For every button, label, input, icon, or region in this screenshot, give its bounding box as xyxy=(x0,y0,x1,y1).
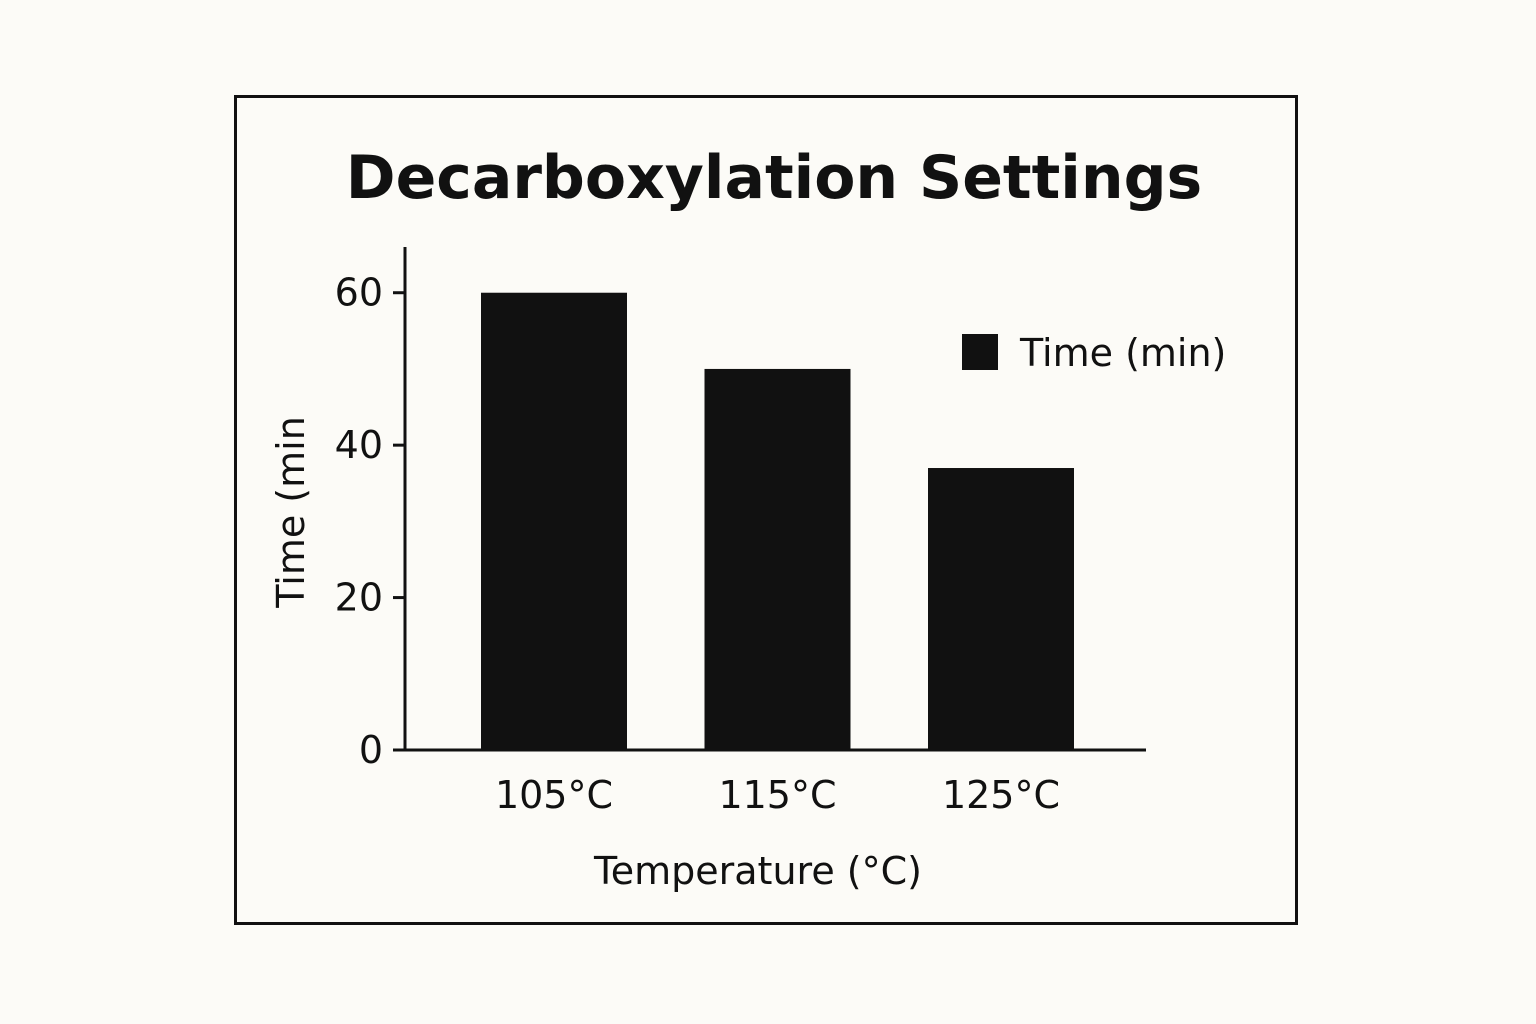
bar xyxy=(481,292,627,750)
y-tick-label: 0 xyxy=(359,728,383,772)
y-axis-title: Time (min xyxy=(269,416,313,609)
bars xyxy=(481,292,1074,750)
bar xyxy=(928,468,1074,750)
y-tick-label: 40 xyxy=(335,423,383,467)
x-tick-label: 105°C xyxy=(495,773,613,817)
x-tick-labels: 105°C 115°C 125°C xyxy=(495,773,1060,817)
bar xyxy=(704,368,851,750)
x-tick-label: 115°C xyxy=(718,773,836,817)
legend-swatch xyxy=(962,334,998,370)
y-ticks: 0 20 40 60 xyxy=(335,271,405,772)
legend: Time (min) xyxy=(962,331,1226,375)
x-tick-label: 125°C xyxy=(942,773,1060,817)
chart-title: Decarboxylation Settings xyxy=(346,143,1202,213)
x-axis-title: Temperature (°C) xyxy=(593,849,922,893)
legend-label: Time (min) xyxy=(1019,331,1226,375)
y-tick-label: 20 xyxy=(335,576,383,620)
y-tick-label: 60 xyxy=(335,271,383,315)
